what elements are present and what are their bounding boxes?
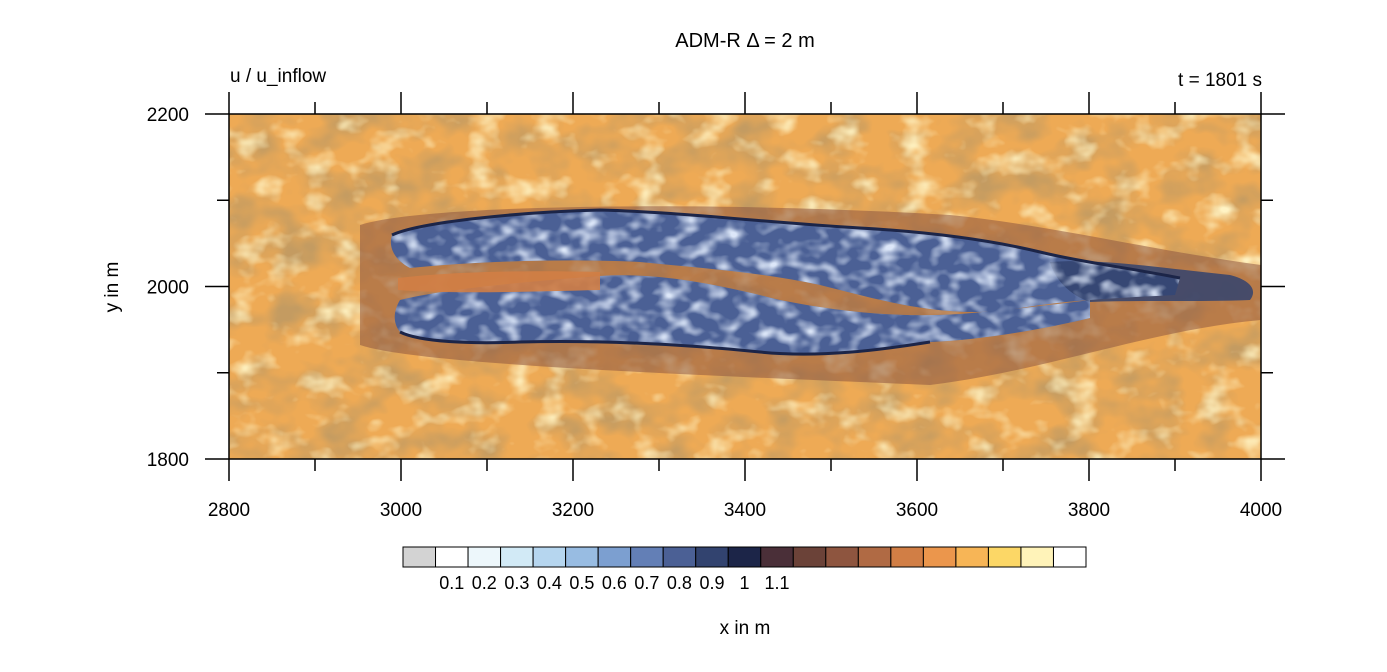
colorbar-swatch: [500, 546, 534, 568]
colorbar-label: 1: [739, 573, 749, 593]
colorbar-swatch: [1052, 546, 1087, 568]
colorbar-swatch: [402, 546, 437, 568]
colorbar-label: 0.7: [634, 573, 659, 593]
colorbar-swatch: [922, 546, 957, 568]
wake-upper-edge: [391, 208, 1181, 280]
colorbar-label: 0.5: [569, 573, 594, 593]
colorbar-swatch: [565, 546, 599, 568]
colorbar-label: 0.2: [472, 573, 497, 593]
x-tick-label: 3600: [896, 500, 938, 521]
colorbar-swatch: [760, 546, 794, 568]
wake-texture: [390, 210, 1180, 355]
colorbar-swatch: [695, 546, 729, 568]
colorbar-swatch: [630, 546, 664, 568]
chart-title: ADM-R Δ = 2 m: [675, 30, 815, 52]
colorbar-label: 0.6: [602, 573, 627, 593]
contour-field: [229, 114, 1261, 459]
colorbar-swatch: [467, 546, 502, 568]
colorbar-swatch: [987, 546, 1022, 568]
colorbar-swatch: [727, 546, 762, 568]
colorbar-swatch: [532, 546, 567, 568]
x-axis-label: x in m: [719, 618, 771, 639]
y-tick-label: 2000: [147, 278, 189, 299]
colorbar-swatch: [1020, 546, 1054, 568]
y-tick-label: 1800: [147, 450, 189, 471]
colorbar-swatch: [890, 546, 924, 568]
wake-lower-edge: [399, 330, 931, 356]
colorbar-label: 0.9: [699, 573, 724, 593]
colorbar-label: 0.4: [537, 573, 562, 593]
time-label: t = 1801 s: [1178, 70, 1262, 91]
colorbar-swatch: [435, 546, 469, 568]
x-tick-label: 2800: [208, 500, 250, 521]
x-tick-label: 3000: [380, 500, 422, 521]
colorbar-swatch: [825, 546, 859, 568]
x-tick-label: 3400: [724, 500, 766, 521]
variable-label: u / u_inflow: [230, 66, 327, 87]
colorbar-label: 0.8: [667, 573, 692, 593]
colorbar-label: 0.1: [439, 573, 464, 593]
x-tick-label: 3200: [552, 500, 594, 521]
colorbar-swatch: [662, 546, 697, 568]
colorbar-label: 0.3: [504, 573, 529, 593]
colorbar-swatch: [597, 546, 632, 568]
colorbar-label: 1.1: [765, 573, 790, 593]
x-tick-label: 4000: [1240, 500, 1282, 521]
x-tick-label: 3800: [1068, 500, 1110, 521]
axes: 2800 3000 3200 3400 3600 3800 4000 1800 2000 2200: [147, 92, 1285, 521]
hub-jet: [398, 271, 600, 293]
colorbar-swatch: [792, 546, 827, 568]
colorbar: 0.1 0.2 0.3 0.4 0.5 0.6 0.7 0.8 0.9 1 1.1: [402, 546, 1087, 593]
y-tick-label: 2200: [147, 105, 189, 126]
colorbar-swatch: [857, 546, 892, 568]
colorbar-swatch: [955, 546, 989, 568]
